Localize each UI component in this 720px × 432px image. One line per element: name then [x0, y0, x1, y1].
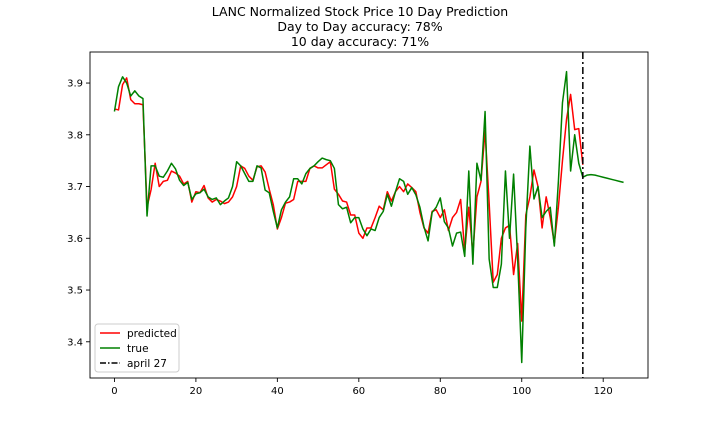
legend: predicted true april 27 [94, 323, 180, 373]
y-tick-label: 3.4 [67, 337, 83, 348]
x-tick-label: 100 [512, 386, 531, 397]
x-tick-label: 40 [271, 386, 284, 397]
x-tick-label: 0 [111, 386, 117, 397]
chart-subtitle-day-accuracy: Day to Day accuracy: 78% [277, 19, 443, 34]
legend-label-april-27: april 27 [127, 358, 167, 370]
y-tick-label: 3.5 [67, 286, 83, 297]
x-tick-label: 20 [190, 386, 203, 397]
x-tick-label: 80 [434, 386, 447, 397]
legend-label-predicted: predicted [127, 328, 177, 340]
plot-frame [89, 51, 649, 379]
x-tick-label: 60 [352, 386, 365, 397]
y-tick-label: 3.6 [67, 234, 83, 245]
chart-title: LANC Normalized Stock Price 10 Day Predi… [211, 4, 509, 19]
y-tick-label: 3.7 [67, 182, 83, 193]
legend-label-true: true [127, 343, 149, 355]
series-line-true [113, 70, 624, 364]
legend-frame [94, 323, 180, 373]
series-line-predicted [114, 77, 584, 322]
y-tick-label: 3.8 [67, 130, 83, 141]
y-tick-label: 3.9 [67, 79, 83, 90]
chart-subtitle-10day-accuracy: 10 day accuracy: 71% [290, 34, 430, 49]
x-tick-label: 120 [594, 386, 613, 397]
